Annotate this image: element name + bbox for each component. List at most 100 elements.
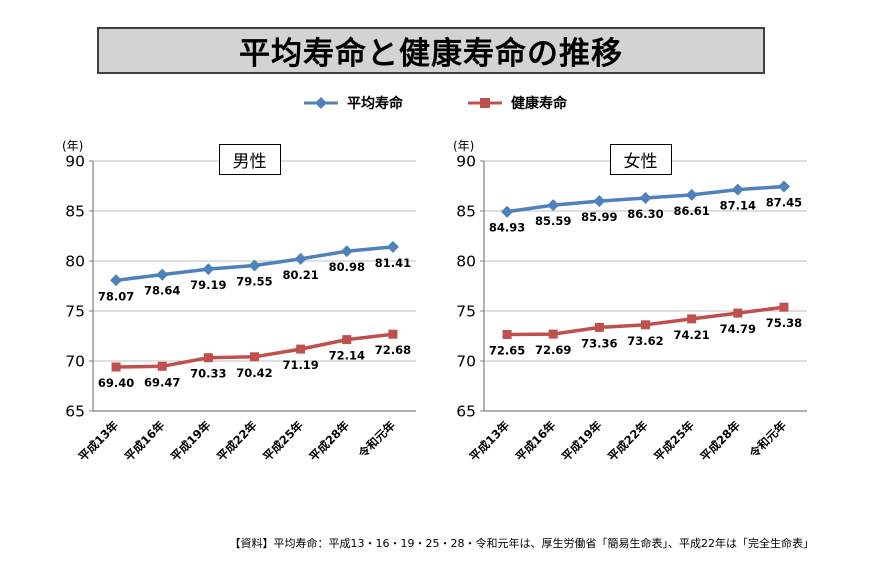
- y-axis-unit-label-male: (年): [62, 139, 84, 153]
- y-axis-unit-label-female: (年): [453, 139, 475, 153]
- data-point-marker: [687, 314, 697, 324]
- y-tick-label: 70: [456, 353, 476, 371]
- value-label: 85.59: [535, 214, 571, 228]
- page-title: 平均寿命と健康寿命の推移: [97, 27, 765, 74]
- value-label: 80.98: [329, 260, 365, 274]
- y-tick-label: 90: [65, 153, 85, 171]
- value-label: 69.47: [144, 375, 180, 389]
- value-label: 71.19: [282, 358, 318, 372]
- data-point-marker: [777, 180, 790, 193]
- value-label: 72.65: [489, 344, 525, 358]
- legend-label-average-lifespan: 平均寿命: [347, 96, 403, 112]
- value-label: 73.62: [627, 334, 663, 348]
- value-label: 73.36: [581, 336, 617, 350]
- source-note: 【資料】平均寿命：平成13・16・19・25・28・令和元年は、厚生労働省「簡易…: [229, 537, 814, 550]
- data-point-marker: [388, 329, 398, 339]
- chart-legend: 平均寿命 健康寿命: [0, 93, 870, 113]
- data-point-marker: [250, 352, 259, 362]
- data-point-marker: [685, 188, 698, 201]
- x-tick-label: 平成16年: [122, 418, 168, 464]
- data-point-marker: [548, 329, 558, 339]
- legend-item-average-lifespan: 平均寿命: [303, 93, 403, 113]
- data-point-marker: [156, 268, 169, 281]
- value-label: 85.99: [581, 210, 617, 224]
- legend-marker-diamond-icon: [304, 97, 338, 109]
- data-point-marker: [779, 302, 789, 312]
- data-point-marker: [203, 353, 213, 363]
- value-label: 81.41: [375, 256, 411, 270]
- value-label: 75.38: [766, 316, 802, 330]
- y-tick-label: 70: [65, 353, 85, 371]
- value-label: 74.79: [720, 322, 756, 336]
- value-label: 78.64: [144, 284, 180, 298]
- y-tick-label: 65: [456, 403, 476, 421]
- value-label: 70.42: [236, 366, 272, 380]
- data-point-marker: [501, 205, 514, 218]
- data-point-marker: [111, 362, 121, 372]
- male-line-chart: 65 70 75 80 85 90 平成13年 平成16年 平成19年 平成22年 平成25年 平成2…: [65, 153, 416, 464]
- y-tick-label: 90: [456, 153, 476, 171]
- data-point-marker: [639, 192, 652, 204]
- data-point-marker: [296, 344, 306, 354]
- value-label: 72.68: [375, 343, 411, 357]
- x-tick-label: 平成13年: [467, 418, 513, 464]
- value-label: 78.07: [98, 289, 134, 303]
- data-point-marker: [641, 320, 650, 330]
- data-point-marker: [733, 308, 743, 318]
- x-tick-label: 平成25年: [260, 418, 306, 464]
- y-tick-label: 75: [456, 303, 476, 321]
- data-point-marker: [110, 274, 123, 287]
- x-tick-label: 平成22年: [605, 418, 651, 464]
- legend-item-healthy-lifespan: 健康寿命: [467, 93, 567, 113]
- charts-row: (年) 男性 65 70 75 80 85 90 平成13年 平成16年 平成19年 平成22年平…: [48, 131, 814, 489]
- value-label: 79.55: [236, 275, 272, 289]
- data-point-marker: [294, 252, 307, 265]
- value-label: 86.61: [673, 204, 709, 218]
- x-tick-label: 平成16年: [513, 418, 559, 464]
- x-tick-label: 平成25年: [651, 418, 697, 464]
- data-point-marker: [593, 195, 606, 208]
- x-tick-label: 平成28年: [697, 418, 743, 464]
- data-point-marker: [157, 361, 167, 371]
- data-point-marker: [502, 330, 512, 339]
- data-point-marker: [386, 240, 399, 253]
- value-label: 74.21: [673, 328, 709, 342]
- x-tick-label: 平成19年: [168, 418, 214, 464]
- y-tick-label: 65: [65, 403, 85, 421]
- y-tick-label: 80: [456, 253, 476, 271]
- female-line-chart: 65 70 75 80 85 90 平成13年 平成16年 平成19年 平成22年 平成25年 平成2…: [456, 153, 807, 464]
- y-tick-label: 85: [65, 203, 85, 221]
- chart-title-female: 女性: [609, 144, 672, 175]
- chart-female: (年) 女性 65 70 75 80 85 90 平成13年 平成16年 平成19年 平成22年平…: [439, 131, 814, 489]
- value-label: 72.14: [329, 349, 365, 363]
- y-tick-label: 75: [65, 303, 85, 321]
- value-label: 86.30: [627, 207, 663, 221]
- data-point-marker: [594, 322, 604, 332]
- value-label: 79.19: [190, 278, 226, 292]
- data-point-marker: [202, 263, 215, 276]
- legend-marker-square-icon: [468, 98, 502, 108]
- y-tick-label: 85: [456, 203, 476, 221]
- data-point-marker: [340, 245, 353, 258]
- legend-label-healthy-lifespan: 健康寿命: [511, 96, 567, 112]
- value-label: 70.33: [190, 367, 226, 381]
- x-tick-label: 令和元年: [355, 418, 398, 461]
- data-point-marker: [547, 199, 560, 212]
- x-tick-label: 平成22年: [214, 418, 260, 464]
- x-tick-label: 令和元年: [746, 418, 789, 461]
- value-label: 87.14: [720, 199, 756, 213]
- value-label: 80.21: [282, 268, 318, 282]
- x-tick-label: 平成28年: [306, 418, 352, 464]
- value-label: 84.93: [489, 221, 525, 235]
- value-label: 69.40: [98, 376, 134, 390]
- data-point-marker: [731, 183, 744, 196]
- value-label: 87.45: [766, 196, 802, 210]
- x-tick-label: 平成13年: [76, 418, 122, 464]
- value-label: 72.69: [535, 343, 571, 357]
- chart-male: (年) 男性 65 70 75 80 85 90 平成13年 平成16年 平成19年 平成22年平…: [48, 131, 423, 489]
- chart-title-male: 男性: [218, 144, 281, 175]
- data-point-marker: [342, 335, 352, 345]
- y-tick-label: 80: [65, 253, 85, 271]
- x-tick-label: 平成19年: [559, 418, 605, 464]
